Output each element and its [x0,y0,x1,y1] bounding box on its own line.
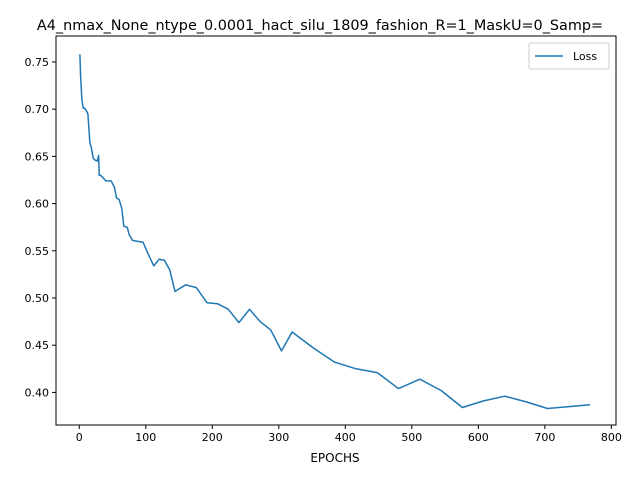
chart-title: A4_nmax_None_ntype_0.0001_hact_silu_1809… [37,18,603,34]
x-tick-label: 700 [534,431,555,444]
y-tick-label: 0.55 [25,245,50,258]
legend-label: Loss [573,50,597,63]
series-line-loss [79,54,591,410]
y-tick-label: 0.50 [25,292,50,305]
y-tick-label: 0.60 [25,198,50,211]
series-layer [79,54,591,410]
x-tick-label: 400 [335,431,356,444]
legend: Loss [528,42,610,70]
y-axis: 0.40 0.45 0.50 0.55 0.60 0.65 0.70 0.75 [25,56,56,399]
x-tick-label: 600 [468,431,489,444]
y-tick-label: 0.45 [25,339,50,352]
y-tick-label: 0.65 [25,150,50,163]
x-axis-label: EPOCHS [310,451,359,465]
x-axis: 0 100 200 300 400 500 600 700 800 [76,425,622,444]
legend-box [528,42,610,70]
x-tick-label: 200 [202,431,223,444]
plot-frame [55,35,617,426]
y-tick-label: 0.40 [25,386,50,399]
x-tick-label: 800 [601,431,622,444]
x-tick-label: 100 [135,431,156,444]
x-tick-label: 300 [268,431,289,444]
x-tick-label: 500 [401,431,422,444]
y-tick-label: 0.70 [25,103,50,116]
x-tick-label: 0 [76,431,83,444]
plot-area [55,35,617,426]
y-tick-label: 0.75 [25,56,50,69]
